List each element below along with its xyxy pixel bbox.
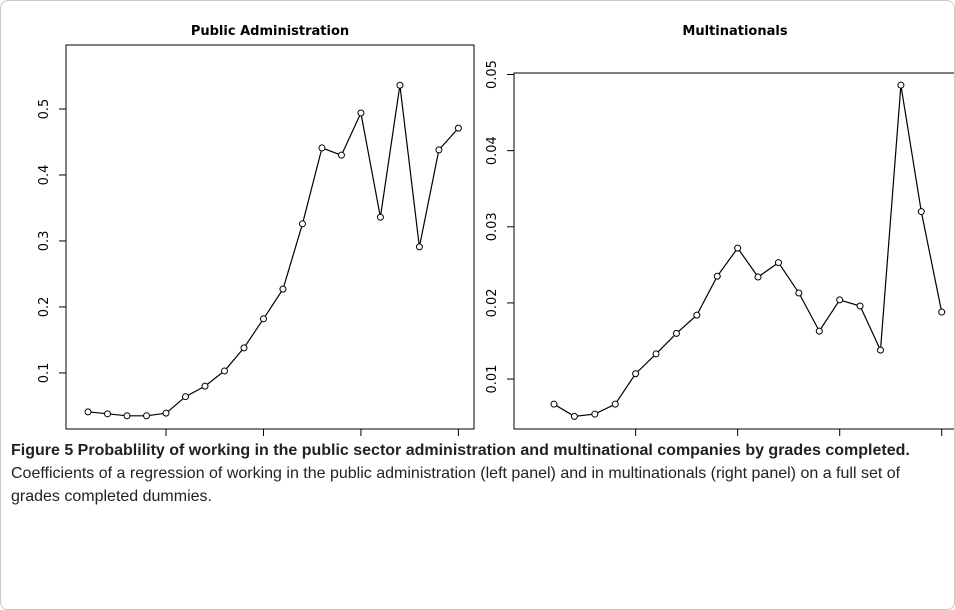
caption: Figure 5 Probablility of working in the … (11, 439, 946, 508)
point (201, 382, 209, 390)
y-tick-label: 0.04 (485, 136, 500, 165)
point (279, 285, 287, 293)
y-tick-label: 0.05 (485, 60, 500, 89)
point (672, 329, 680, 337)
point (162, 409, 170, 417)
point (774, 259, 782, 267)
charts: Public AdministrationGrades Completed510… (37, 24, 954, 436)
point (570, 412, 578, 420)
y-tick-label: 0.02 (485, 288, 500, 317)
point (591, 410, 599, 418)
point (240, 344, 248, 352)
caption-title: Figure 5 Probablility of working in the … (11, 442, 910, 459)
point (259, 315, 267, 323)
point (357, 109, 365, 117)
chart-title: Multinationals (682, 24, 787, 39)
point (876, 346, 884, 354)
point (917, 208, 925, 216)
point (415, 243, 423, 251)
point (632, 370, 640, 378)
point (795, 289, 803, 297)
point (652, 350, 660, 358)
point (856, 302, 864, 310)
point (318, 144, 326, 152)
y-tick-label: 0.1 (37, 363, 52, 384)
point (123, 412, 131, 420)
point (550, 400, 558, 408)
point (84, 408, 92, 416)
point (611, 400, 619, 408)
y-tick-label: 0.4 (37, 165, 52, 186)
point (713, 272, 721, 280)
point (734, 244, 742, 252)
point (435, 146, 443, 154)
plot-box (65, 44, 475, 430)
point (454, 124, 462, 132)
caption-text: Coefficients of a regression of working … (11, 465, 901, 505)
y-tick-label: 0.03 (485, 212, 500, 241)
point (396, 81, 404, 89)
series-line (553, 85, 943, 418)
point (897, 81, 905, 89)
y-tick-label: 0.3 (37, 231, 52, 252)
point (376, 213, 384, 221)
y-tick-label: 0.01 (485, 365, 500, 394)
plot-box (513, 72, 954, 430)
point (220, 367, 228, 375)
point (298, 220, 306, 228)
series-line (87, 85, 459, 417)
point (181, 393, 189, 401)
point (815, 327, 823, 335)
y-tick-label: 0.2 (37, 297, 52, 318)
point (337, 151, 345, 159)
point (143, 412, 151, 420)
point (938, 308, 946, 316)
chart-title: Public Administration (191, 24, 349, 39)
y-tick-label: 0.5 (37, 99, 52, 120)
point (104, 410, 112, 418)
point (693, 311, 701, 319)
point (754, 273, 762, 281)
point (836, 296, 844, 304)
